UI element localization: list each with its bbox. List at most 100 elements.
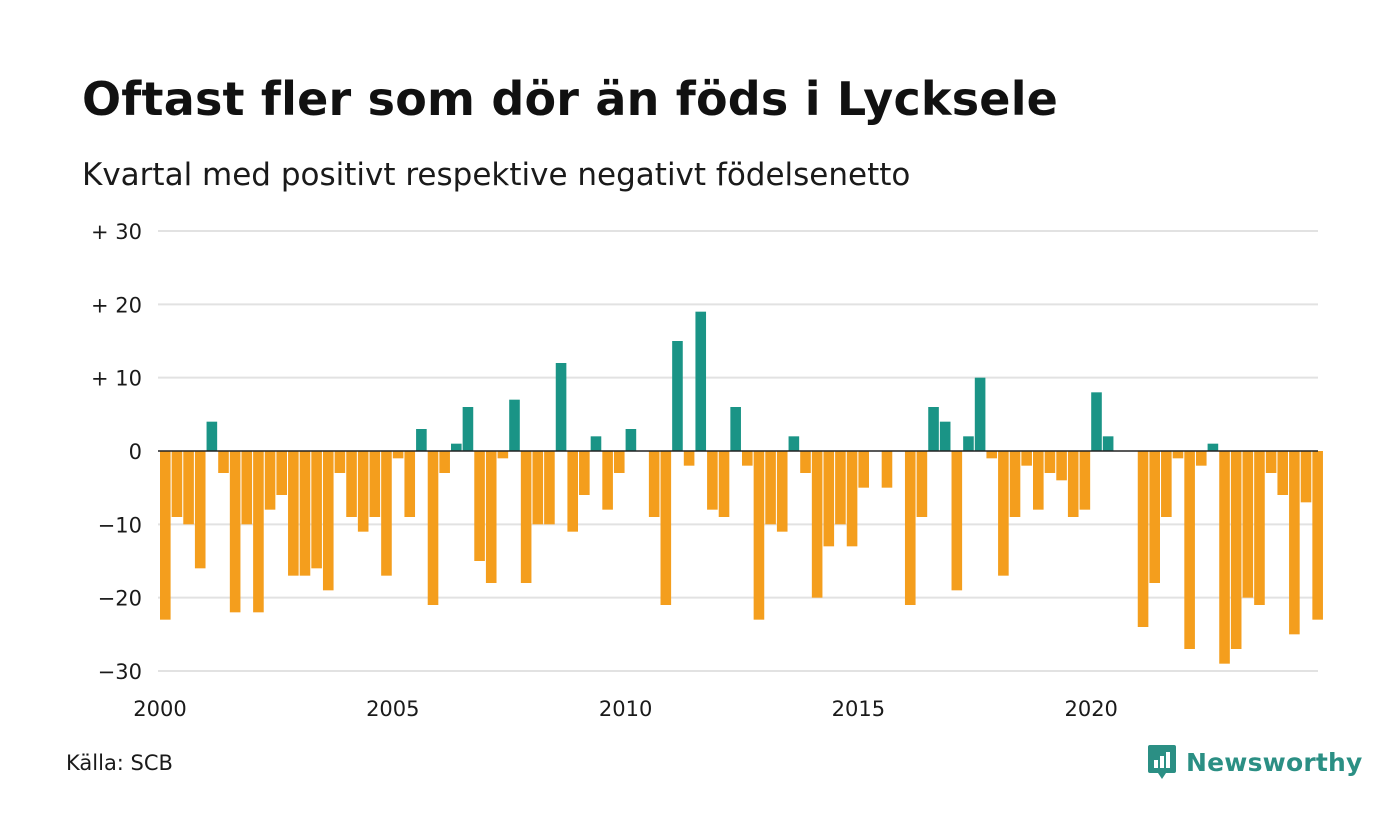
y-tick-label: + 20 — [91, 293, 142, 317]
bar — [1289, 451, 1300, 635]
bar — [416, 429, 427, 451]
y-tick-label: + 30 — [91, 220, 142, 244]
bar — [451, 443, 462, 451]
bar — [346, 451, 357, 517]
bar — [1161, 451, 1172, 517]
bar — [1067, 451, 1079, 517]
y-tick-label: + 10 — [91, 367, 142, 391]
bar — [1242, 451, 1254, 598]
bar — [1277, 451, 1289, 495]
brand-logo[interactable]: Newsworthy — [1147, 744, 1363, 780]
brand-name: Newsworthy — [1186, 747, 1363, 777]
bar — [427, 451, 439, 605]
bar — [695, 311, 707, 451]
bar — [613, 451, 625, 473]
bar — [939, 421, 951, 451]
bar — [753, 451, 765, 620]
y-tick-label: −10 — [98, 513, 142, 537]
bar — [835, 451, 846, 525]
bar — [1265, 451, 1277, 473]
bar — [544, 451, 555, 525]
bar — [672, 341, 683, 451]
bar — [288, 451, 299, 576]
bar — [1172, 451, 1184, 459]
bar — [858, 451, 869, 488]
y-tick-label: −30 — [98, 660, 142, 684]
bar — [1009, 451, 1021, 517]
bar — [881, 451, 893, 488]
bar — [381, 451, 392, 576]
bar — [485, 451, 497, 583]
bar — [241, 451, 253, 525]
bar — [846, 451, 858, 547]
bar — [218, 451, 229, 473]
bar — [1207, 443, 1219, 451]
bar — [1195, 451, 1207, 466]
chart-title: Oftast fler som dör än föds i Lycksele — [82, 72, 1059, 126]
bar — [1230, 451, 1242, 649]
bar — [1312, 451, 1323, 620]
bar — [811, 451, 823, 598]
bar — [660, 451, 672, 605]
x-tick-label: 2010 — [599, 697, 652, 721]
bar — [160, 451, 171, 620]
bar — [1254, 451, 1265, 605]
bar — [206, 421, 218, 451]
bar — [765, 451, 776, 525]
bar — [1056, 451, 1067, 481]
bar — [392, 451, 404, 459]
x-axis-labels: 2000 2005 2010 2015 2020 — [133, 697, 1118, 721]
bar — [590, 436, 602, 451]
bar — [718, 451, 730, 517]
bar — [1091, 392, 1102, 451]
bar — [439, 451, 450, 473]
bar — [532, 451, 544, 525]
bar — [322, 451, 334, 591]
bar — [928, 407, 939, 451]
bar — [474, 451, 485, 561]
bar — [369, 451, 381, 517]
bar — [567, 451, 578, 532]
bar — [963, 436, 974, 451]
bar — [730, 407, 741, 451]
bar — [951, 451, 963, 591]
bar — [625, 429, 637, 451]
bar — [183, 451, 194, 525]
bar — [1219, 451, 1230, 664]
bar — [357, 451, 369, 532]
bar — [299, 451, 311, 576]
bar — [916, 451, 928, 517]
bar — [253, 451, 264, 613]
bar — [555, 363, 567, 451]
x-tick-label: 2020 — [1064, 697, 1117, 721]
bar — [1102, 436, 1114, 451]
bar — [1300, 451, 1312, 503]
x-tick-label: 2005 — [366, 697, 419, 721]
bar — [742, 451, 753, 466]
bar — [404, 451, 416, 517]
bars — [160, 311, 1323, 664]
bar — [602, 451, 613, 510]
bar — [683, 451, 695, 466]
bar — [311, 451, 322, 569]
bar — [1021, 451, 1032, 466]
bar — [974, 377, 986, 451]
x-tick-label: 2015 — [832, 697, 885, 721]
bar — [334, 451, 346, 473]
chart-subtitle: Kvartal med positivt respektive negativt… — [82, 157, 911, 193]
bar — [986, 451, 998, 459]
bar — [264, 451, 276, 510]
bar — [1044, 451, 1056, 473]
bar — [171, 451, 183, 517]
bar — [276, 451, 287, 495]
bar — [776, 451, 788, 532]
bar — [788, 436, 800, 451]
bar — [648, 451, 660, 517]
bar — [462, 407, 474, 451]
bar — [1033, 451, 1044, 510]
newsworthy-logo-icon — [1148, 745, 1176, 779]
y-axis-labels: + 30 + 20 + 10 0 −10 −20 −30 — [91, 220, 142, 684]
bar — [1079, 451, 1091, 510]
bar — [904, 451, 916, 605]
